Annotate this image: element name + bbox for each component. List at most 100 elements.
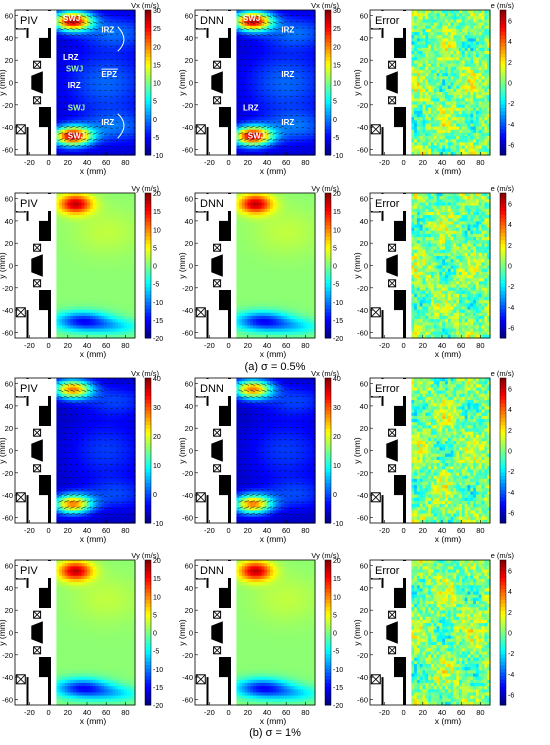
colorbar-tick-label: 2 [508, 60, 512, 67]
flow-annotation: SWJ [66, 64, 83, 73]
colorbar-segment [325, 10, 331, 14]
colorbar-segment [325, 75, 331, 79]
flow-annotation: IRZ [281, 70, 294, 79]
burner-step-upper [394, 38, 406, 58]
colorbar-segment [500, 17, 506, 21]
chart-2-1: PIV6040200-20-40-60-20020406080x (mm)y (… [0, 184, 163, 359]
colorbar-tick-label: -4 [508, 122, 514, 129]
colorbar-segment [325, 104, 331, 108]
colorbar-segment [325, 144, 331, 148]
x-tick-label: -20 [24, 158, 35, 167]
colorbar-segment [145, 54, 151, 58]
y-axis-label: y (mm) [352, 69, 362, 96]
colorbar-segment [500, 104, 506, 108]
colorbar-segment [325, 137, 331, 141]
colorbar-segment [145, 25, 151, 29]
x-tick-label: 0 [402, 158, 406, 167]
colorbar-segment [500, 46, 506, 50]
colorbar-segment [325, 43, 331, 47]
colorbar-segment [325, 141, 331, 145]
flow-annotation: IRZ [101, 25, 114, 34]
panel-title: PIV [20, 15, 38, 27]
colorbar-segment [145, 50, 151, 54]
y-tick-label: -60 [357, 145, 368, 154]
y-tick-label: 40 [360, 34, 368, 43]
colorbar-segment [325, 21, 331, 25]
colorbar-segment [145, 75, 151, 79]
colorbar-segment [145, 130, 151, 134]
colorbar-segment [325, 86, 331, 90]
colorbar-segment [145, 61, 151, 65]
colorbar-segment [145, 93, 151, 97]
colorbar-segment [145, 64, 151, 68]
colorbar-segment [325, 101, 331, 105]
colorbar-segment [325, 133, 331, 137]
colorbar-segment [325, 130, 331, 134]
y-tick-label: -20 [182, 101, 193, 110]
colorbar-segment [145, 119, 151, 123]
flow-annotation: SWJ [68, 103, 85, 112]
colorbar-tick-label: -2 [508, 101, 514, 108]
colorbar-tick-label: -5 [153, 135, 159, 142]
colorbar-segment [500, 86, 506, 90]
colorbar-segment [325, 17, 331, 21]
flow-annotation: IRZ [68, 81, 81, 90]
y-tick-label: 0 [9, 79, 13, 88]
colorbar-segment [500, 93, 506, 97]
x-tick-label: -20 [204, 158, 215, 167]
colorbar-segment [325, 25, 331, 29]
colorbar-segment [145, 144, 151, 148]
colorbar-segment [145, 112, 151, 116]
x-tick-label: 80 [121, 158, 129, 167]
colorbar-segment [325, 90, 331, 94]
x-tick-label: 80 [301, 158, 309, 167]
colorbar-segment [500, 61, 506, 65]
y-tick-label: 40 [185, 34, 193, 43]
colorbar-tick-label: 15 [153, 62, 161, 69]
colorbar-segment [145, 39, 151, 43]
colorbar-segment [500, 137, 506, 141]
y-tick-label: 20 [5, 56, 13, 65]
colorbar-segment [500, 35, 506, 39]
x-tick-label: 20 [419, 158, 427, 167]
burner-step-upper [39, 38, 51, 58]
colorbar-segment [500, 119, 506, 123]
colorbar-segment [500, 144, 506, 148]
colorbar-segment [145, 46, 151, 50]
colorbar-segment [325, 79, 331, 83]
y-tick-label: 0 [364, 79, 368, 88]
colorbar-tick-label: -10 [153, 153, 163, 160]
colorbar-segment [500, 50, 506, 54]
colorbar-tick-label: -10 [333, 153, 343, 160]
x-tick-label: 0 [227, 158, 231, 167]
colorbar-segment [325, 28, 331, 32]
colorbar-tick-label: 6 [508, 18, 512, 25]
colorbar-segment [145, 108, 151, 112]
colorbar-segment [325, 57, 331, 61]
colorbar-segment [500, 32, 506, 36]
colorbar-segment [145, 10, 151, 14]
colorbar-segment [325, 119, 331, 123]
panel-title: Error [375, 15, 400, 27]
colorbar-segment [325, 115, 331, 119]
colorbar-segment [325, 32, 331, 36]
x-tick-label: 80 [476, 158, 484, 167]
colorbar-segment [325, 54, 331, 58]
colorbar-segment [325, 126, 331, 130]
colorbar-segment [145, 97, 151, 101]
flow-annotation: LRZ [63, 53, 79, 62]
x-tick-label: 0 [47, 158, 51, 167]
y-tick-label: 60 [360, 12, 368, 21]
colorbar-segment [145, 148, 151, 152]
colorbar-unit-label: Vx (m/s) [131, 1, 159, 10]
colorbar-segment [500, 43, 506, 47]
colorbar-segment [145, 86, 151, 90]
colorbar-segment [500, 72, 506, 76]
colorbar-segment [325, 68, 331, 72]
colorbar-unit-label: Vx (m/s) [311, 1, 339, 10]
colorbar-segment [325, 83, 331, 87]
colorbar-segment [500, 97, 506, 101]
colorbar-segment [145, 79, 151, 83]
colorbar-tick-label: 15 [333, 62, 341, 69]
